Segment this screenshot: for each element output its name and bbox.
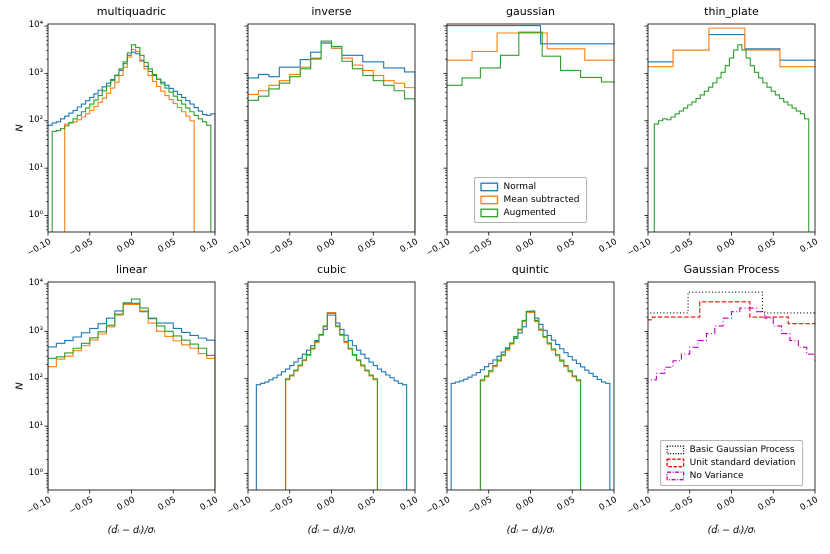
legend-swatch-icon (479, 182, 498, 192)
y-tick-label: 10⁴ (28, 20, 43, 31)
series-mean-subtracted (479, 311, 582, 490)
subplot-linear: linear −0.10 −0.05 0.00 0.05 0.10 10⁰ 10¹ 10² 10… (15, 263, 221, 536)
series-normal (647, 33, 816, 63)
subplot-title: inverse (311, 5, 352, 18)
series-normal (247, 42, 416, 232)
series-mean-subtracted (647, 27, 816, 68)
series-augmented (479, 310, 582, 490)
subplot-inverse: inverse −0.10 −0.05 0.00 0.05 0.10 (225, 5, 420, 259)
x-axis-label: (d̂ᵢ − dᵢ)/σᵢ (307, 525, 356, 536)
series-no-variance (647, 307, 816, 384)
series-unit-standard-deviation (647, 301, 816, 325)
series-augmented (247, 40, 416, 232)
axes-frame (247, 23, 416, 233)
y-axis-label: N (14, 382, 26, 390)
legend-label: Basic Gaussian Process (689, 445, 795, 455)
series-augmented (47, 298, 216, 490)
y-tick-label: 10¹ (28, 162, 43, 173)
y-tick-label: 10³ (28, 325, 43, 336)
series-augmented (51, 44, 212, 232)
legend-entry: Augmented (479, 207, 580, 219)
series-augmented (653, 44, 810, 232)
plot-area (644, 23, 816, 236)
plot-area (644, 281, 816, 494)
axes-frame (446, 281, 615, 491)
legend-entry: No Variance (665, 470, 796, 482)
subplot-title: Gaussian Process (683, 263, 780, 276)
series-mean-subtracted (247, 42, 416, 232)
plot-area (443, 23, 615, 236)
legend-label: Mean subtracted (503, 195, 580, 205)
y-tick-label: 10³ (28, 67, 43, 78)
legend-swatch-icon (665, 445, 684, 455)
subplot-gaussian: gaussian −0.10 −0.05 0.00 0.05 0.10 Normal Mea… (424, 5, 619, 259)
series-normal (47, 302, 216, 490)
legend-label: Augmented (503, 208, 556, 218)
series-augmented (446, 31, 615, 86)
series-normal (450, 310, 611, 490)
y-tick-label: 10⁰ (28, 468, 43, 479)
subplot-title: cubic (316, 263, 347, 276)
legend-swatch-icon (479, 208, 498, 218)
y-axis-label: N (14, 124, 26, 132)
subplot-title: multiquadric (96, 5, 167, 18)
series-mean-subtracted (285, 311, 378, 490)
y-tick-label: 10⁰ (28, 210, 43, 221)
series-mean-subtracted (64, 48, 195, 232)
series-normal (47, 51, 216, 232)
legend-label: No Variance (689, 471, 744, 481)
legend-label: Unit standard deviation (689, 458, 796, 468)
legend-entry: Mean subtracted (479, 194, 580, 206)
legend: Normal Mean subtracted Augmented (473, 177, 588, 223)
legend-entry: Basic Gaussian Process (665, 444, 796, 456)
x-axis-label: (d̂ᵢ − dᵢ)/σᵢ (707, 525, 756, 536)
x-axis-label: (d̂ᵢ − dᵢ)/σᵢ (107, 525, 156, 536)
subplot-quintic: quintic −0.10 −0.05 0.00 0.05 0.10 (d̂ᵢ − dᵢ)… (424, 263, 619, 536)
y-tick-label: 10² (28, 373, 43, 384)
subplot-gaussian-process: Gaussian Process −0.10 −0.05 0.00 0.05 0.10(… (625, 263, 820, 536)
axes-frame (47, 281, 216, 491)
subplot-title: quintic (511, 263, 550, 276)
plot-area (44, 281, 216, 494)
plot-area (244, 281, 416, 494)
series-mean-subtracted (446, 32, 615, 61)
y-tick-label: 10⁴ (28, 278, 43, 289)
x-axis-label: (d̂ᵢ − dᵢ)/σᵢ (506, 525, 555, 536)
subplot-thin-plate: thin_plate −0.10 −0.05 0.00 0.05 0.10 (625, 5, 820, 259)
subplot-title: linear (115, 263, 148, 276)
subplot-title: gaussian (506, 5, 555, 18)
plot-area (443, 281, 615, 494)
series-normal (446, 25, 615, 45)
y-tick-label: 10² (28, 115, 43, 126)
legend-label: Normal (503, 182, 537, 192)
legend-entry: Normal (479, 181, 580, 193)
plot-area (44, 23, 216, 236)
legend-swatch-icon (665, 458, 684, 468)
series-normal (255, 314, 408, 490)
plot-area (244, 23, 416, 236)
subplot-title: thin_plate (704, 5, 759, 18)
subplot-cubic: cubic −0.10 −0.05 0.00 0.05 0.10 (d̂ᵢ − dᵢ)/σ… (225, 263, 420, 536)
subplot-multiquadric: multiquadric −0.10 −0.05 0.00 0.05 0.10 10⁰ 10… (15, 5, 221, 259)
legend-swatch-icon (479, 195, 498, 205)
legend-entry: Unit standard deviation (665, 457, 796, 469)
y-tick-label: 10¹ (28, 420, 43, 431)
legend-swatch-icon (665, 471, 684, 481)
legend: Basic Gaussian Process Unit standard devi… (659, 440, 804, 486)
series-augmented (285, 312, 378, 490)
